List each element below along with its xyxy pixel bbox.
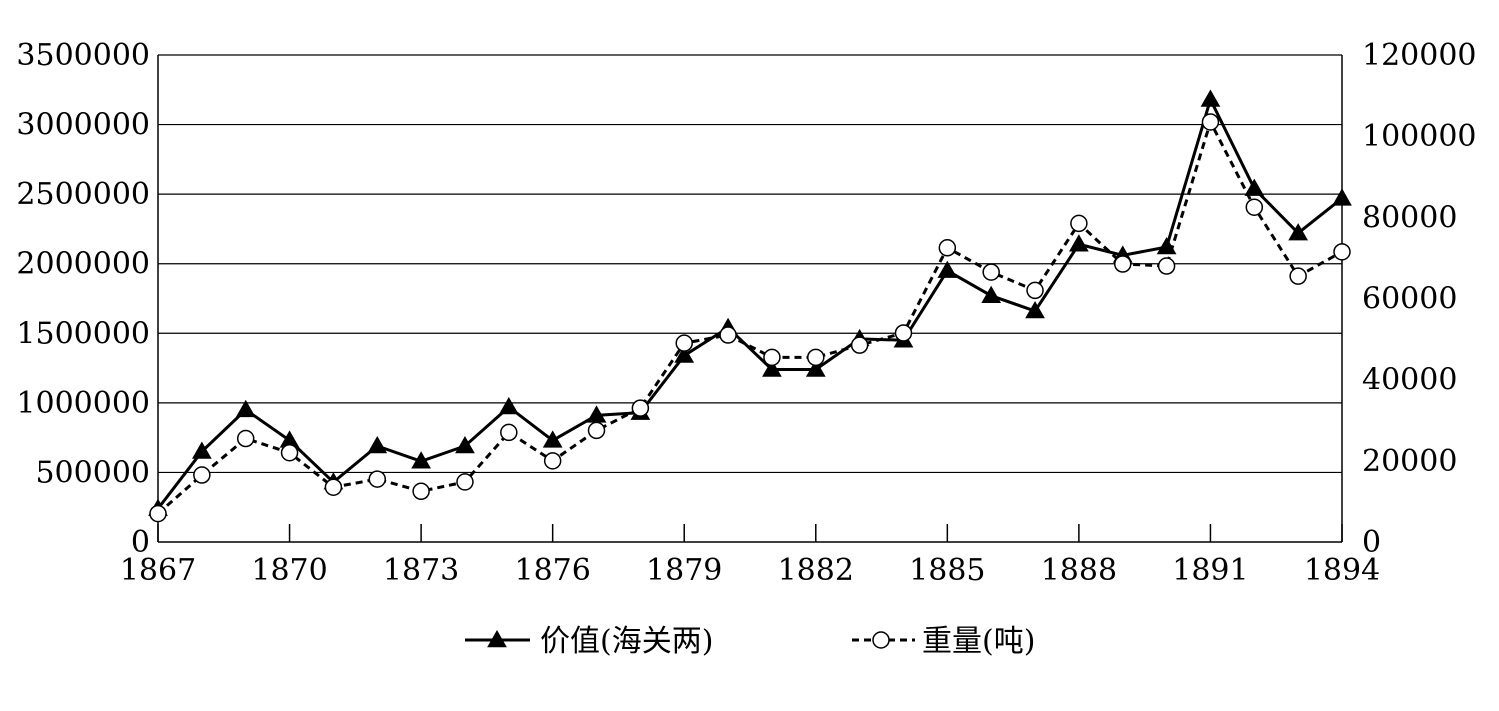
weight-point	[982, 263, 1000, 281]
weight-point	[456, 473, 474, 491]
weight-point	[763, 348, 781, 367]
x-tick-label: 1879	[646, 553, 722, 588]
weight-point	[675, 334, 693, 352]
value-point	[235, 399, 256, 418]
value-point	[1069, 234, 1089, 252]
weight-point	[850, 336, 869, 354]
weight-point	[1113, 255, 1132, 273]
weight-point	[543, 452, 562, 470]
y-left-tick-label: 3000000	[16, 108, 150, 143]
weight-point	[149, 504, 167, 523]
value-point	[367, 435, 388, 454]
weight-point	[1070, 214, 1088, 233]
x-tick-label: 1894	[1304, 553, 1380, 588]
weight-point	[1026, 281, 1044, 300]
weight-point	[324, 478, 343, 496]
x-tick-label: 1876	[514, 553, 590, 588]
y-right-tick-label: 60000	[1362, 282, 1457, 317]
value-point	[1200, 89, 1221, 107]
legend-marker-value	[487, 629, 507, 648]
value-point	[1244, 178, 1265, 196]
x-tick-label: 1870	[251, 553, 327, 588]
weight-point	[938, 239, 957, 257]
weight-point	[807, 348, 825, 367]
weight-point	[500, 423, 518, 442]
value-point	[805, 359, 826, 377]
y-left-tick-label: 2000000	[16, 247, 150, 282]
value-point	[1332, 188, 1352, 206]
value-point	[191, 441, 212, 459]
y-left-tick-label: 0	[131, 525, 150, 560]
x-tick-label: 1882	[778, 553, 854, 588]
weight-point	[193, 466, 211, 484]
weight-point	[280, 443, 299, 462]
x-tick-label: 1867	[120, 553, 196, 588]
x-tick-label: 1891	[1172, 553, 1248, 588]
value-point	[937, 260, 958, 278]
y-right-tick-label: 40000	[1362, 363, 1457, 398]
series-line-value	[156, 95, 1343, 510]
value-point	[981, 285, 1002, 303]
y-left-tick-label: 2500000	[16, 177, 150, 212]
series-line-weight	[157, 117, 1343, 515]
legend-label-weight: 重量(吨)	[922, 624, 1035, 659]
weight-point	[412, 482, 430, 501]
value-point	[1288, 223, 1309, 241]
value-point	[762, 359, 782, 377]
legend-label-value: 价值(海关两)	[540, 624, 713, 659]
y-right-tick-label: 20000	[1362, 444, 1457, 479]
weight-point	[587, 421, 606, 440]
weight-point	[1201, 113, 1220, 131]
y-left-tick-label: 500000	[35, 455, 150, 490]
x-tick-label: 1885	[909, 553, 985, 588]
y-left-tick-label: 1500000	[16, 316, 150, 351]
y-left-tick-label: 3500000	[16, 38, 150, 73]
y-right-tick-label: 80000	[1362, 200, 1457, 235]
y-left-tick-label: 1000000	[16, 386, 150, 421]
legend-marker-weight	[872, 631, 890, 649]
x-tick-label: 1888	[1041, 553, 1117, 588]
value-point	[674, 345, 695, 363]
value-point	[1025, 301, 1045, 319]
y-right-tick-label: 0	[1362, 525, 1381, 560]
weight-point	[1289, 267, 1307, 285]
weight-point	[1333, 243, 1351, 261]
weight-point	[236, 429, 255, 448]
weight-point	[719, 326, 737, 344]
weight-point	[1245, 198, 1264, 216]
legend: 价值(海关两) 重量(吨)	[465, 624, 1035, 659]
grid-layer	[158, 54, 1342, 474]
y-right-tick-label: 120000	[1362, 38, 1477, 73]
weight-point	[894, 324, 913, 342]
weight-point	[1157, 257, 1176, 275]
axis-layer: 0500000100000015000002000000250000030000…	[16, 38, 1476, 588]
value-point	[455, 435, 475, 454]
value-point	[498, 397, 519, 415]
weight-point	[631, 399, 650, 417]
value-point	[542, 430, 563, 448]
y-right-tick-label: 100000	[1362, 119, 1477, 154]
x-tick-label: 1873	[383, 553, 459, 588]
weight-point	[368, 470, 387, 488]
series-layer	[148, 89, 1352, 523]
value-point	[411, 451, 431, 469]
